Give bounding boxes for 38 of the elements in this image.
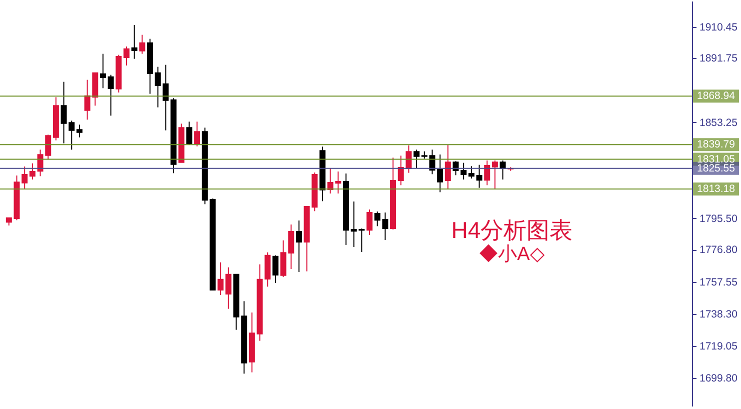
y-tick-label: 1891.75 — [700, 52, 738, 65]
y-tick-label: 1776.80 — [700, 244, 738, 256]
ref-line-label: 1813.18 — [697, 183, 736, 196]
candlestick — [460, 162, 467, 180]
ref-line-label: 1868.94 — [697, 90, 736, 102]
y-tick-label: 1795.50 — [700, 213, 738, 225]
candlestick — [225, 266, 232, 310]
ref-line-label: 1839.79 — [697, 138, 736, 151]
y-tick-label: 1757.55 — [700, 276, 738, 288]
candlestick — [500, 160, 506, 180]
y-tick-label: 1719.05 — [700, 340, 738, 352]
candlestick — [414, 149, 420, 169]
candlestick — [108, 74, 114, 116]
candlestick — [476, 164, 482, 188]
annotation: H4分析图表 — [451, 217, 573, 243]
y-tick-label: 1699.80 — [700, 372, 738, 384]
candlestick — [194, 121, 200, 147]
candlestick — [100, 53, 106, 89]
candlestick — [437, 154, 444, 193]
candlestick — [29, 162, 36, 180]
candlestick — [444, 144, 451, 190]
candlestick — [492, 160, 498, 190]
candlestick — [131, 24, 138, 60]
y-tick-label: 1738.30 — [700, 308, 738, 320]
candlestick — [139, 34, 146, 54]
candlestick — [76, 124, 82, 138]
y-tick-label: 1910.45 — [700, 21, 738, 34]
candlestick — [124, 46, 130, 66]
annotation: ◆小A◇ — [479, 244, 545, 265]
y-tick-label: 1853.25 — [700, 116, 738, 129]
candlestick — [272, 254, 278, 284]
candlestick — [468, 166, 474, 179]
candlestick — [452, 160, 459, 176]
candlestick — [484, 160, 490, 186]
candlestick — [186, 121, 192, 146]
candlestick — [296, 220, 302, 272]
candlestick — [218, 262, 224, 296]
candlestick — [366, 209, 373, 236]
